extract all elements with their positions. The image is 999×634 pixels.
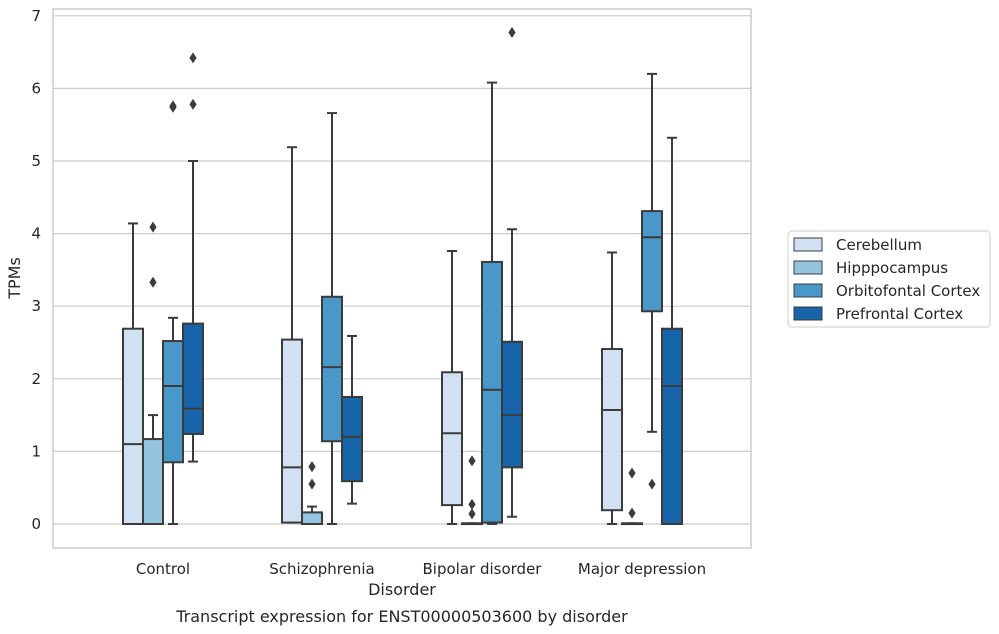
box [441,250,463,525]
legend-swatch [793,283,823,298]
box [341,334,363,505]
legend-label: Prefrontal Cortex [836,305,963,323]
box-body [501,340,523,469]
series-prefrontal-cortex [182,26,683,525]
x-tick-label: Schizophrenia [269,560,374,578]
box-body [341,395,363,483]
box-body [122,327,144,525]
box [162,100,184,525]
outlier-point [628,467,636,479]
x-tick-label: Bipolar disorder [423,560,543,578]
box-body [162,340,184,464]
series-orbitofontal-cortex [162,72,663,525]
box [122,222,144,525]
outlier-point [149,221,157,233]
box [501,26,523,518]
outlier-point [468,455,476,467]
box [661,136,683,525]
box [461,455,483,526]
outlier-point [628,507,636,519]
x-axis-label: Disorder [368,580,436,599]
box-body [641,210,663,313]
y-tick-label: 7 [31,7,41,25]
box [621,467,643,526]
outlier-point [189,52,197,64]
box [641,72,663,490]
box-body [601,348,623,512]
outlier-point [308,478,316,490]
box-body [142,438,164,526]
outlier-point [468,498,476,510]
box-body [441,371,463,507]
y-tick-label: 6 [31,79,41,97]
outlier-point [169,100,177,112]
box [321,112,343,525]
y-tick-label: 3 [31,297,41,315]
y-tick-label: 0 [31,515,41,533]
legend-label: Orbitofontal Cortex [836,282,980,300]
x-tick-label: Major depression [578,560,706,578]
outlier-point [149,276,157,288]
legend-frame [787,230,991,328]
box [481,81,503,525]
legend-swatch [793,260,823,275]
box [142,221,164,526]
box [301,461,323,525]
outlier-point [468,508,476,520]
legend-label: Hipppocampus [836,259,948,277]
y-tick-label: 5 [31,152,41,170]
series-cerebellum [122,146,623,525]
y-tick-label: 2 [31,370,41,388]
x-tick-label: Control [136,560,190,578]
box-body [281,338,303,524]
series-hipppocampus [142,221,643,526]
x-axis-ticks: Control Schizophrenia Bipolar disorder Majo… [136,560,706,578]
box [281,146,303,524]
chart-caption: Transcript expression for ENST0000050360… [175,607,628,626]
box-plot-series [122,26,683,526]
outlier-point [508,26,516,38]
outlier-point [648,478,656,490]
y-tick-label: 1 [31,442,41,460]
box [601,251,623,525]
box [182,52,204,463]
box-body [321,295,343,443]
legend: Cerebellum Hipppocampus Orbitofontal Corte… [787,230,991,328]
box-body [481,260,503,524]
legend-swatch [793,237,823,252]
y-axis-ticks: 0 1 2 3 4 5 6 7 [31,7,41,533]
legend-label: Cerebellum [836,236,922,254]
box-body [182,322,204,435]
box-body [301,511,323,525]
outlier-point [308,461,316,473]
y-axis-label: TPMs [5,257,24,300]
y-tick-label: 4 [31,225,41,243]
plot-area-frame [52,8,752,549]
box-body [661,327,683,525]
outlier-point [189,98,197,110]
legend-swatch [793,306,823,321]
